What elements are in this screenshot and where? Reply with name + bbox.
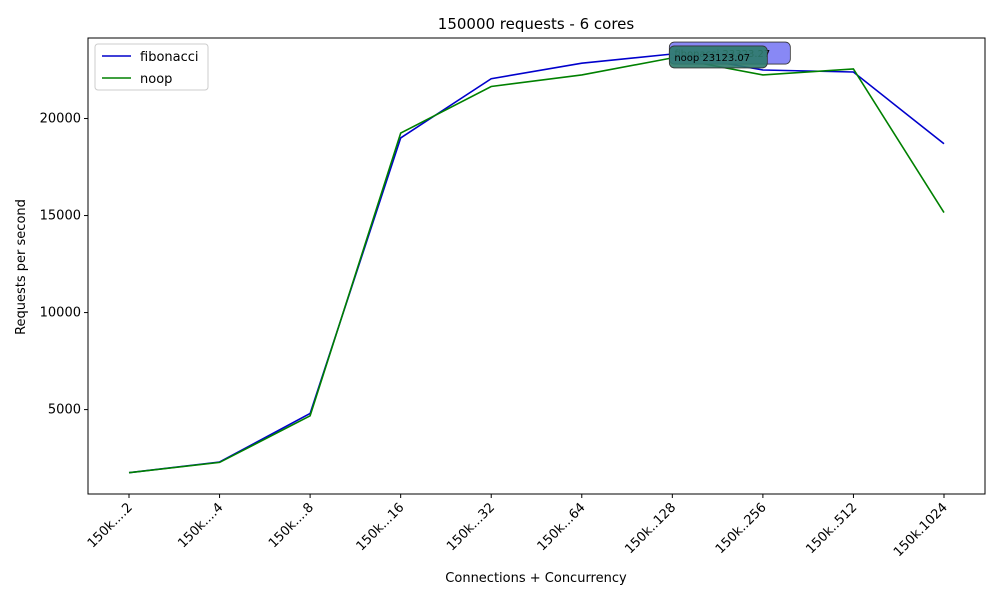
x-tick-label: 150k...16 xyxy=(354,500,408,554)
annotation-label: noop 23123.07 xyxy=(674,53,750,64)
x-tick-label: 150k..256 xyxy=(713,500,770,557)
legend-label-fibonacci: fibonacci xyxy=(140,50,199,65)
x-tick-label: 150k..128 xyxy=(622,500,679,557)
x-axis-label: Connections + Concurrency xyxy=(445,571,627,586)
x-tick-label: 150k....4 xyxy=(175,500,226,551)
x-tick-label: 150k..512 xyxy=(803,500,860,557)
x-tick-label: 150k.1024 xyxy=(891,500,951,560)
x-tick-label: 150k....2 xyxy=(85,500,136,551)
annotation-box xyxy=(668,45,768,69)
x-axis: 150k....2 150k....4 150k....8 150k...16 150k… xyxy=(85,494,951,560)
plot-frame xyxy=(87,37,986,495)
legend: fibonacci noop xyxy=(94,43,209,91)
series-line-noop xyxy=(128,57,945,474)
y-tick-label: 5000 xyxy=(48,403,81,418)
y-axis: 5000 10000 15000 20000 xyxy=(40,112,88,418)
x-tick-label: 150k....8 xyxy=(266,500,317,551)
y-tick-label: 15000 xyxy=(40,209,81,224)
legend-label-noop: noop xyxy=(140,72,172,87)
series-layer xyxy=(128,53,945,474)
chart-title: 150000 requests - 6 cores xyxy=(438,15,635,33)
x-tick-label: 150k...32 xyxy=(444,500,498,554)
annotation-layer: fibonacci 23323.27noop 23123.07 xyxy=(668,41,791,69)
y-tick-label: 10000 xyxy=(40,306,81,321)
y-axis-label: Requests per second xyxy=(14,199,29,335)
y-tick-label: 20000 xyxy=(40,112,81,127)
series-line-fibonacci xyxy=(128,53,945,474)
x-tick-label: 150k...64 xyxy=(535,500,589,554)
